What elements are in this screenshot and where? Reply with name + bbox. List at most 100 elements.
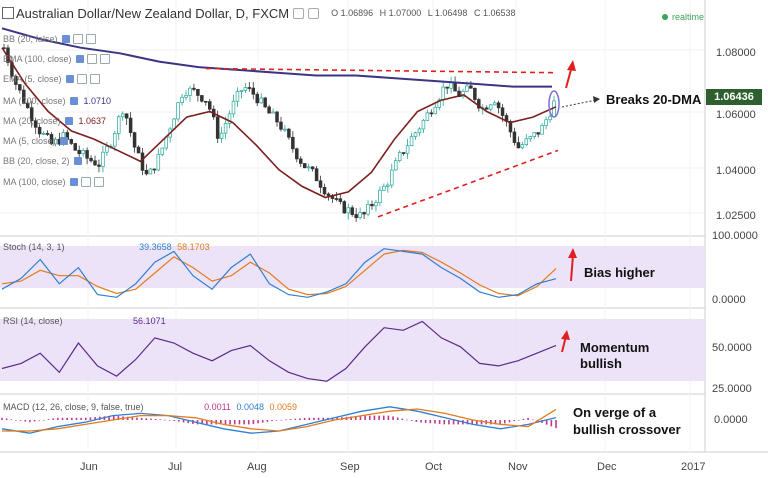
macd-hist-bar <box>29 420 31 423</box>
candle-body <box>358 212 362 219</box>
candle-body <box>97 164 101 167</box>
candle-body <box>105 146 109 153</box>
legend-value: 1.0637 <box>78 115 107 126</box>
macd-hist-bar <box>368 415 371 420</box>
legend-label: EMA (100, close) <box>3 53 72 64</box>
eye-icon[interactable] <box>293 7 305 19</box>
settings-icon[interactable] <box>86 53 97 64</box>
macd-legend[interactable]: MACD (12, 26, close, 9, false, true) 0.0… <box>3 402 297 412</box>
candle-body <box>37 126 42 135</box>
price-tick: 1.06000 <box>716 109 756 121</box>
rsi-line <box>1 320 557 382</box>
symbol-title[interactable]: Australian Dollar/New Zealand Dollar, D,… <box>16 5 290 21</box>
candle-body <box>14 75 18 85</box>
candle-body <box>532 132 536 137</box>
macd-hist-bar <box>355 416 357 420</box>
settings-icon[interactable] <box>72 33 83 44</box>
macd-hist-bar <box>187 420 190 424</box>
realtime-label: realtime <box>672 12 705 22</box>
candle-body <box>275 111 279 123</box>
macd-hist-bar <box>396 417 399 420</box>
candle-body <box>299 158 303 164</box>
macd-hist-bar <box>201 420 203 425</box>
macd-hist-bar <box>303 417 306 420</box>
candle-body <box>401 152 406 154</box>
candle-body <box>22 89 26 104</box>
legend-ma20[interactable]: MA (20, close) 1.0637 <box>3 114 106 127</box>
macd-hist-bar <box>415 420 418 422</box>
eye-icon[interactable] <box>59 136 68 145</box>
macd-hist-bar <box>224 420 227 425</box>
candle-body <box>41 132 46 135</box>
candle-body <box>176 102 180 120</box>
macd-hist-bar <box>285 419 287 421</box>
close-icon[interactable] <box>99 53 110 64</box>
macd-hist-bar <box>517 420 520 421</box>
macd-label: MACD (12, 26, close, 9, false, true) <box>3 402 144 412</box>
legend-label: MA (20, close) <box>3 115 61 126</box>
legend-label: MA (200, close) <box>3 95 66 106</box>
macd-hist-bar <box>61 417 64 420</box>
stoch-legend[interactable]: Stoch (14, 3, 1) 39.3658 58.1703 <box>3 242 210 252</box>
candle-body <box>144 169 149 175</box>
close-icon[interactable] <box>89 73 100 84</box>
legend-bb-false[interactable]: BB (20, false) <box>3 32 96 45</box>
close-icon[interactable] <box>85 33 96 44</box>
legend-ma200[interactable]: MA (200, close) 1.0710 <box>3 94 111 107</box>
settings-icon[interactable] <box>76 73 87 84</box>
price-tick: 1.02500 <box>716 210 756 222</box>
candle-body <box>49 134 54 145</box>
time-axis[interactable]: Jun Jul Aug Sep Oct Nov Dec 2017 <box>80 461 705 473</box>
time-tick: Sep <box>340 461 360 473</box>
candle-body <box>33 120 38 128</box>
legend-bb20[interactable]: BB (20, close, 2) <box>3 154 82 167</box>
eye-icon[interactable] <box>73 156 82 165</box>
eye-icon[interactable] <box>64 116 73 125</box>
candle-body <box>255 93 259 104</box>
candle-body <box>310 166 315 170</box>
settings-icon[interactable] <box>80 176 91 187</box>
rsi-legend[interactable]: RSI (14, close) 56.1071 <box>3 316 166 326</box>
macd-hist-bar <box>382 415 385 420</box>
macd-hist-bar <box>66 417 68 420</box>
candle-body <box>417 128 422 134</box>
realtime-badge: realtime <box>662 12 704 22</box>
macd-hist-bar <box>527 417 529 420</box>
stoch-k-value: 39.3658 <box>139 242 172 252</box>
close-icon[interactable] <box>93 176 104 187</box>
settings-icon[interactable] <box>308 7 320 19</box>
legend-ema100[interactable]: EMA (100, close) <box>3 52 110 65</box>
candle-body <box>116 116 121 134</box>
price-axis[interactable]: 1.08000 1.06000 1.04000 1.02500 <box>716 47 756 222</box>
legend-ma5[interactable]: MA (5, close) <box>3 134 68 147</box>
eye-icon[interactable] <box>69 96 78 105</box>
macd-hist-bar <box>503 420 506 424</box>
candle-body <box>124 113 129 119</box>
candle-body <box>235 91 240 102</box>
signal-value: 0.0059 <box>269 402 298 412</box>
macd-hist-bar <box>466 420 469 425</box>
macd-hist-bar <box>317 417 320 420</box>
macd-hist-bar <box>75 417 78 420</box>
legend-ma100[interactable]: MA (100, close) <box>3 175 104 188</box>
rsi-tick: 50.0000 <box>712 342 752 354</box>
eye-icon[interactable] <box>69 177 78 186</box>
eye-icon[interactable] <box>75 54 84 63</box>
eye-icon[interactable] <box>65 74 74 83</box>
eye-icon[interactable] <box>61 34 70 43</box>
macd-hist-bar <box>47 419 50 420</box>
time-tick: Aug <box>247 461 267 473</box>
candle-body <box>318 180 323 188</box>
candle-body <box>461 90 465 98</box>
candle-body <box>421 119 426 130</box>
candle-body <box>524 138 529 146</box>
macd-hist-bar <box>289 419 292 420</box>
macd-hist-bar <box>159 419 162 420</box>
candle-body <box>287 128 291 138</box>
macd-hist-bar <box>513 420 515 422</box>
candle-body <box>279 121 283 130</box>
candle-body <box>188 87 192 96</box>
candle-body <box>449 82 453 89</box>
legend-ema5[interactable]: EMA (5, close) <box>3 72 100 85</box>
